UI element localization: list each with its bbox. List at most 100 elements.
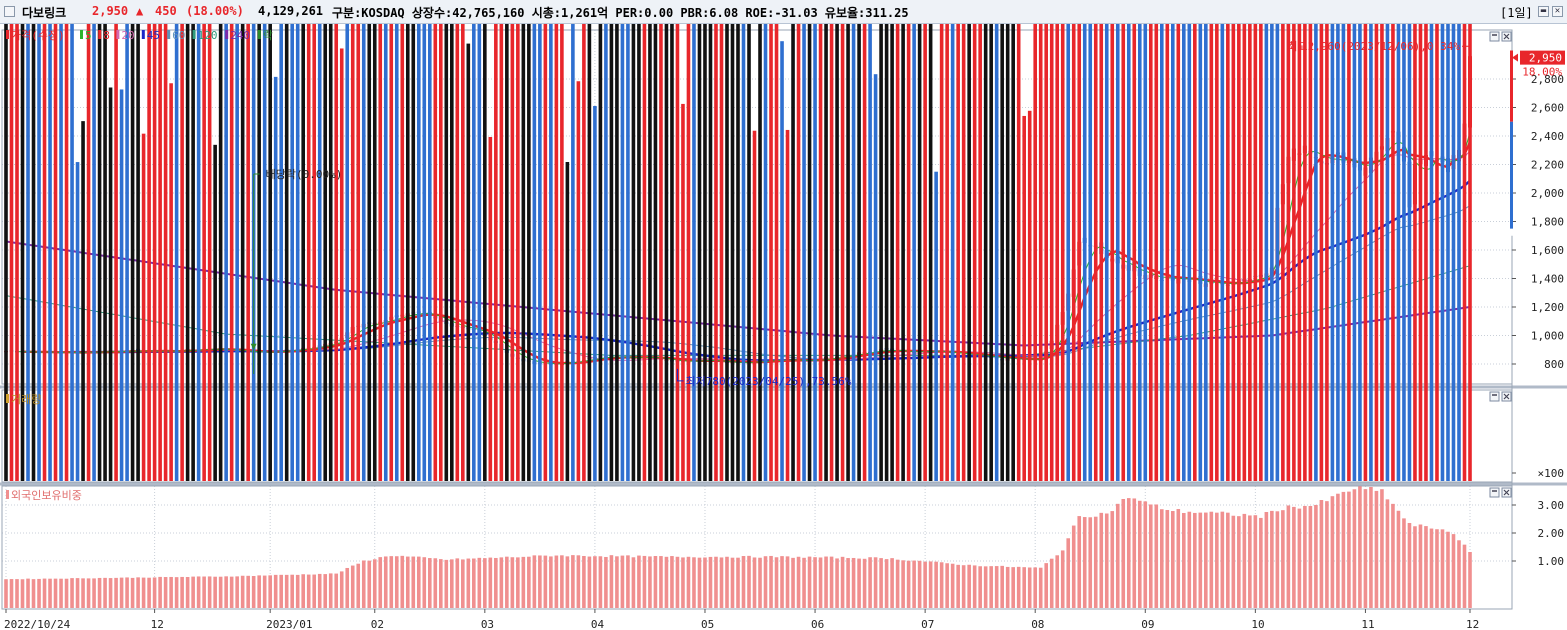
foreign-ratio-bar	[653, 556, 658, 608]
volume-bar	[1374, 24, 1379, 481]
foreign-ratio-bar	[703, 557, 707, 608]
volume-bar	[1215, 24, 1219, 481]
volume-bar	[411, 24, 416, 481]
foreign-ratio-bar	[532, 555, 537, 608]
volume-bar	[785, 129, 790, 481]
foreign-ratio-bar	[1088, 517, 1093, 608]
foreign-ratio-bar	[1110, 511, 1115, 608]
price-axis-label: 2,600	[1531, 102, 1564, 115]
volume-bar	[1115, 24, 1120, 481]
volume-bar	[20, 24, 25, 482]
foreign-ratio-bar	[917, 560, 922, 608]
volume-bar	[1314, 24, 1318, 481]
volume-bar	[213, 144, 217, 481]
ex-dividend-label: 배당락(0.00%)	[266, 168, 343, 181]
pane-maximize-icon[interactable]	[1489, 391, 1500, 402]
volume-bar	[1071, 24, 1076, 481]
period-button[interactable]: [1일]	[1500, 6, 1533, 20]
foreign-ratio-bar	[1418, 524, 1423, 608]
price-axis-label: 2,800	[1531, 73, 1564, 86]
foreign-ratio-bar	[246, 575, 250, 608]
volume-bar	[499, 24, 504, 481]
volume-bar	[560, 24, 564, 481]
volume-bar	[70, 24, 74, 481]
foreign-ratio-bar	[81, 578, 85, 608]
volume-bar	[747, 24, 751, 481]
volume-bar	[890, 24, 894, 481]
foreign-ratio-bar	[620, 555, 625, 608]
current-price-label: 2,950	[1529, 52, 1562, 65]
foreign-ratio-bar	[1176, 509, 1181, 608]
foreign-ratio-bar	[450, 559, 454, 608]
foreign-ratio-bar	[763, 556, 768, 608]
volume-bar	[576, 81, 581, 482]
price-axis-label: 1,600	[1531, 244, 1564, 257]
volume-bar	[565, 161, 570, 481]
volume-bar	[141, 133, 146, 481]
volume-bar	[290, 24, 294, 482]
foreign-ratio-bar	[1099, 512, 1104, 608]
volume-bar	[92, 24, 96, 481]
current-price-marker	[1520, 50, 1565, 65]
foreign-ratio-bar	[785, 556, 790, 608]
volume-bar	[284, 24, 289, 481]
foreign-ratio-bar	[279, 574, 283, 608]
foreign-ratio-bar	[339, 571, 344, 608]
pane-maximize-icon[interactable]	[1489, 31, 1500, 42]
axis-range-down	[1510, 121, 1513, 229]
volume-bar	[1193, 24, 1197, 481]
foreign-ratio-bar	[1446, 531, 1450, 608]
foreign-ratio-bar	[1259, 517, 1263, 608]
foreign-ratio-bar	[1462, 544, 1467, 608]
volume-bar	[851, 24, 856, 482]
volume-bar	[598, 24, 603, 481]
foreign-ratio-bar	[912, 560, 916, 608]
foreign-ratio-bar	[235, 576, 239, 608]
foreign-ratio-bar	[1374, 490, 1379, 608]
price-change-percent: (18.00%)	[186, 4, 244, 18]
stock-select-checkbox[interactable]	[4, 6, 15, 17]
legend-label: 240	[230, 29, 250, 42]
date-axis-label: 11	[1361, 618, 1374, 630]
minimize-icon[interactable]: ▬	[1538, 6, 1549, 17]
foreign-ratio-bar	[455, 558, 460, 608]
foreign-ratio-bar	[1198, 512, 1203, 608]
foreign-ratio-bar	[350, 565, 355, 608]
foreign-ratio-bar	[4, 579, 8, 608]
volume-bar	[400, 24, 405, 481]
legend-label: 락	[263, 29, 273, 42]
foreign-ratio-bar	[1358, 486, 1362, 608]
volume-bar	[488, 136, 493, 481]
foreign-ratio-bar	[758, 557, 762, 608]
foreign-ratio-bar	[884, 559, 889, 608]
volume-bar	[483, 24, 487, 481]
volume-bar	[637, 24, 641, 481]
pane-maximize-icon[interactable]	[1489, 487, 1500, 498]
foreign-ratio-bar	[796, 556, 801, 608]
volume-bar	[626, 24, 630, 481]
volume-bar	[438, 24, 443, 482]
foreign-ratio-bar	[191, 576, 195, 608]
foreign-ratio-bar	[593, 556, 597, 608]
volume-bar	[361, 24, 366, 482]
volume-bar	[1451, 24, 1456, 481]
close-icon[interactable]: ✕	[1552, 6, 1563, 17]
foreign-ratio-bar	[37, 578, 41, 608]
foreign-ratio-bar	[1137, 500, 1142, 608]
foreign-ratio-bar	[345, 567, 350, 608]
foreign-ratio-bar	[1044, 563, 1049, 608]
date-axis-label: 08	[1031, 618, 1044, 630]
volume-bar	[939, 24, 944, 481]
volume-bar	[119, 89, 124, 481]
foreign-ratio-bar	[70, 578, 74, 608]
volume-bar	[422, 24, 427, 482]
high-pointer-icon	[1462, 45, 1471, 53]
volume-bars	[4, 24, 1472, 482]
foreign-ratio-bar	[1457, 540, 1461, 608]
foreign-ratio-bar	[835, 558, 839, 608]
volume-bar	[884, 24, 889, 481]
foreign-ratio-bar	[1363, 489, 1368, 608]
foreign-ratio-bar	[158, 576, 162, 608]
volume-bar	[1259, 24, 1263, 481]
foreign-ratio-bar	[372, 559, 377, 608]
